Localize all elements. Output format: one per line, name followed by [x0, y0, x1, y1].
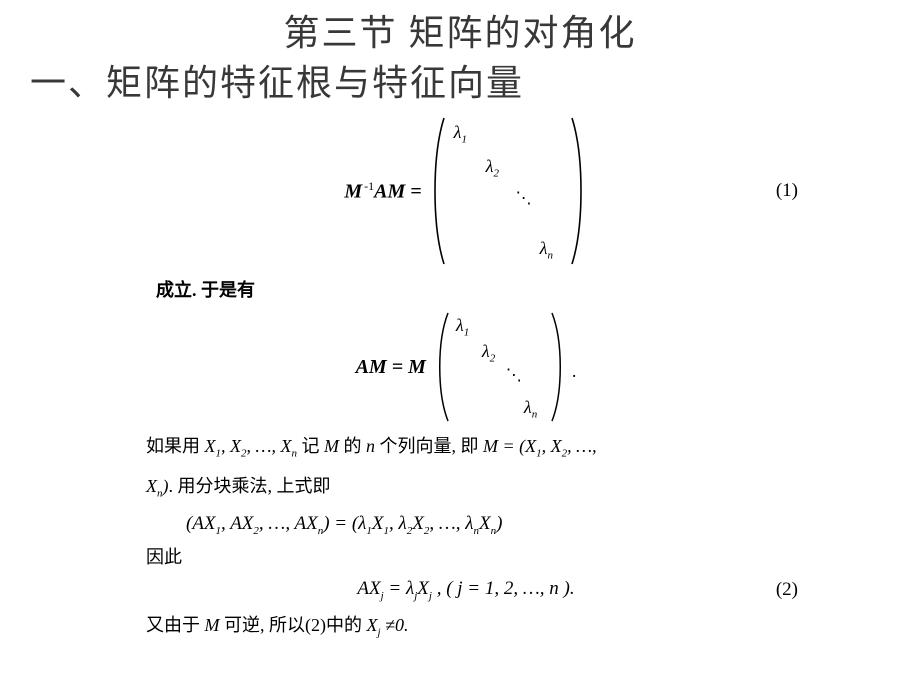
- math-inline: M: [324, 436, 339, 456]
- text: 的: [344, 436, 367, 456]
- diag-entry: λn: [524, 397, 537, 421]
- right-paren: [568, 116, 588, 266]
- right-paren: [548, 311, 568, 423]
- text: . 用分块乘法, 上式即: [169, 476, 331, 496]
- eq4-body: AXj = λjXj , ( j = 1, 2, …, n ).: [357, 578, 574, 602]
- eq2-period: .: [572, 361, 577, 382]
- text: 又由于: [146, 615, 200, 635]
- section-title: 第三节 矩阵的对角化: [0, 4, 920, 56]
- eq2-lhs: AM = M: [356, 356, 426, 379]
- section-subtitle: 一、矩阵的特征根与特征向量: [30, 54, 524, 106]
- math-inline: Xn): [146, 476, 169, 496]
- text: 可逆, 所以(2)中的: [224, 615, 367, 635]
- math-inline: n: [366, 436, 375, 456]
- math-inline: Xj: [367, 615, 381, 635]
- eq1-label: (1): [776, 180, 798, 202]
- eq1-lhs: M-1AM =: [344, 179, 421, 204]
- text: 个列向量, 即: [380, 436, 484, 456]
- eq4-label: (2): [776, 579, 798, 601]
- text-chengli: 成立. 于是有: [156, 276, 786, 304]
- equation-2: AM = M λ1 λ2 ⋱ λn: [146, 308, 786, 426]
- diag-entry: λn: [540, 238, 553, 262]
- diag-dots: ⋱: [516, 188, 530, 208]
- diag-entry: λ2: [482, 341, 495, 365]
- diag-dots: ⋱: [506, 365, 520, 385]
- slide: 第三节 矩阵的对角化 一、矩阵的特征根与特征向量 M-1AM = λ1 λ2 ⋱…: [0, 0, 920, 690]
- math-inline: M = (X1, X2, …,: [483, 436, 597, 456]
- para-last: 又由于 M 可逆, 所以(2)中的 Xj ≠0.: [146, 611, 786, 647]
- text: 记: [302, 436, 320, 456]
- diag-entry: λ2: [486, 156, 499, 180]
- left-paren: [428, 116, 448, 266]
- left-paren: [432, 311, 452, 423]
- diag-entry: λ1: [456, 315, 469, 339]
- para-columns: 如果用 X1, X2, …, Xn 记 M 的 n 个列向量, 即 M = (X…: [146, 432, 786, 468]
- body-area: M-1AM = λ1 λ2 ⋱ λn: [146, 108, 786, 651]
- math-inline: X1, X2, …, Xn: [205, 436, 298, 456]
- para-columns-2: Xn). 用分块乘法, 上式即: [146, 472, 786, 508]
- equation-1: M-1AM = λ1 λ2 ⋱ λn: [146, 112, 786, 270]
- equation-3: (AX1, AX2, …, AXn) = (λ1X1, λ2X2, …, λnX…: [146, 513, 786, 537]
- equation-4: AXj = λjXj , ( j = 1, 2, …, n ). (2): [146, 575, 786, 605]
- text-yinci: 因此: [146, 543, 786, 571]
- math-inline: M: [205, 615, 220, 635]
- eq2-matrix: λ1 λ2 ⋱ λn: [432, 311, 568, 423]
- eq1-matrix: λ1 λ2 ⋱ λn: [428, 116, 588, 266]
- diag-entry: λ1: [454, 122, 467, 146]
- text: 如果用: [146, 436, 205, 456]
- math-inline: ≠0.: [385, 615, 408, 635]
